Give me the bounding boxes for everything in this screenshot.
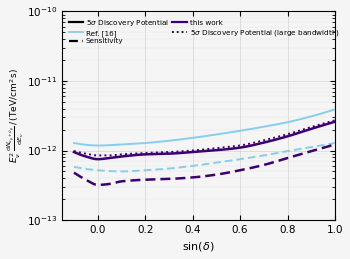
Legend: $5\sigma$ Discovery Potential, Ref. [16], Sensitivity, this work, $5\sigma$ Disc: $5\sigma$ Discovery Potential, Ref. [16]… xyxy=(66,15,343,47)
Y-axis label: $E_\nu^2\,\frac{\mathrm{d}N_{\nu_\mu+\bar{\nu}_\mu}}{\mathrm{d}E_\nu}$$\,/\,(\ma: $E_\nu^2\,\frac{\mathrm{d}N_{\nu_\mu+\ba… xyxy=(6,68,26,163)
X-axis label: $\sin(\delta)$: $\sin(\delta)$ xyxy=(182,240,215,254)
